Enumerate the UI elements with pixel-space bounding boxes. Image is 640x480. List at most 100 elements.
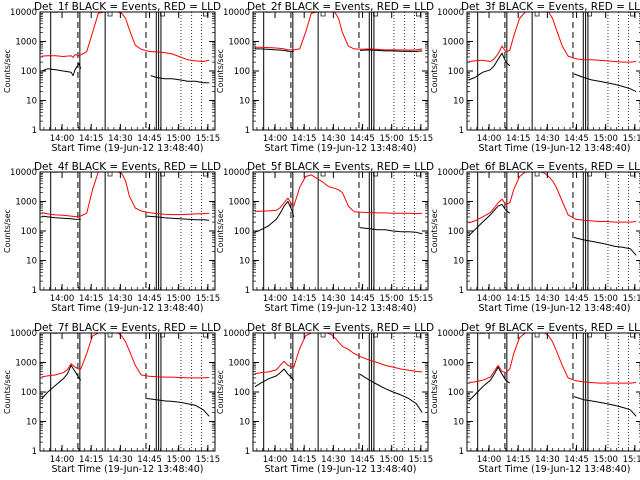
- series-line-black-events: [41, 215, 210, 221]
- y-tick-label: 1: [32, 126, 37, 136]
- y-tick-label: 100: [234, 67, 250, 77]
- x-tick-label: 14:45: [564, 134, 589, 144]
- x-tick-label: 15:00: [166, 294, 191, 304]
- x-tick-label: 15:00: [166, 134, 191, 144]
- panel-title: Det_3f BLACK = Events, RED = LLD: [461, 1, 640, 13]
- series-line-black-events: [468, 366, 637, 417]
- x-tick-label: 15:15: [196, 294, 221, 304]
- x-tick-label: 14:15: [79, 455, 104, 465]
- x-tick-label: 14:45: [350, 294, 375, 304]
- y-tick-label: 1: [245, 126, 250, 136]
- x-tick-label: 15:00: [593, 294, 618, 304]
- y-tick-label: 1: [32, 286, 37, 296]
- y-tick-label: 10: [239, 257, 250, 267]
- x-tick-label: 14:00: [50, 134, 75, 144]
- plot-frame: [39, 332, 216, 452]
- y-tick-label: 10: [26, 418, 37, 428]
- x-tick-label: 15:15: [409, 134, 434, 144]
- y-tick-label: 1000: [442, 38, 464, 48]
- x-tick-label: 14:45: [564, 455, 589, 465]
- y-tick-label: 100: [21, 227, 37, 237]
- series-line-red-lld: [254, 12, 423, 51]
- x-tick-label: 14:00: [263, 134, 288, 144]
- y-tick-label: 10000: [437, 168, 464, 178]
- x-axis-label: Start Time (19-Jun-12 13:48:40): [479, 464, 631, 475]
- x-tick-label: 14:15: [79, 294, 104, 304]
- x-tick-label: 15:00: [166, 455, 191, 465]
- panel-title: Det_5f BLACK = Events, RED = LLD: [247, 161, 434, 173]
- y-tick-label: 1000: [228, 38, 250, 48]
- x-tick-label: 14:00: [263, 455, 288, 465]
- x-tick-label: 15:00: [593, 134, 618, 144]
- y-tick-label: 1000: [442, 359, 464, 369]
- panel-det-6: 1 10 100 1000 10000 14:00 14:15 14:30 14:45 15:00…: [430, 161, 640, 314]
- x-tick-label: 14:30: [321, 294, 346, 304]
- x-tick-label: 14:00: [477, 455, 502, 465]
- y-tick-label: 10: [239, 418, 250, 428]
- x-tick-label: 15:15: [623, 294, 640, 304]
- x-axis-label: Start Time (19-Jun-12 13:48:40): [479, 303, 631, 314]
- x-axis-label: Start Time (19-Jun-12 13:48:40): [265, 464, 417, 475]
- panel-det-9: 1 10 100 1000 10000 14:00 14:15 14:30 14:45 15:00…: [430, 322, 640, 475]
- plot-frame: [252, 171, 429, 291]
- x-tick-label: 14:15: [292, 294, 317, 304]
- x-tick-label: 15:15: [409, 294, 434, 304]
- series-line-red-lld: [41, 333, 210, 379]
- y-tick-label: 10: [239, 97, 250, 107]
- x-tick-label: 15:15: [623, 455, 640, 465]
- series-line-black-events: [254, 48, 423, 52]
- x-tick-label: 15:00: [593, 455, 618, 465]
- panel-title: Det_1f BLACK = Events, RED = LLD: [34, 1, 221, 13]
- y-tick-label: 10000: [437, 8, 464, 18]
- x-tick-label: 14:15: [79, 134, 104, 144]
- series-line-black-events: [41, 364, 210, 417]
- y-axis-label: Counts/sec: [3, 49, 12, 93]
- y-tick-label: 10000: [223, 8, 250, 18]
- panel-det-8: 1 10 100 1000 10000 14:00 14:15 14:30 14:45 15:00…: [216, 322, 434, 475]
- plot-frame: [466, 332, 640, 452]
- y-tick-label: 100: [21, 67, 37, 77]
- y-tick-label: 10: [453, 97, 464, 107]
- x-tick-label: 14:30: [321, 134, 346, 144]
- y-axis-label: Counts/sec: [216, 209, 225, 253]
- y-tick-label: 10000: [437, 329, 464, 339]
- y-axis-label: Counts/sec: [216, 49, 225, 93]
- x-tick-label: 14:15: [506, 455, 531, 465]
- x-tick-label: 14:00: [477, 134, 502, 144]
- y-tick-label: 1000: [228, 198, 250, 208]
- plot-frame: [466, 11, 640, 131]
- y-tick-label: 10000: [223, 168, 250, 178]
- y-axis-label: Counts/sec: [216, 370, 225, 414]
- y-tick-label: 100: [21, 388, 37, 398]
- x-axis-label: Start Time (19-Jun-12 13:48:40): [52, 464, 204, 475]
- series-line-black-events: [468, 203, 637, 256]
- x-axis-label: Start Time (19-Jun-12 13:48:40): [52, 143, 204, 154]
- y-tick-label: 1000: [15, 359, 37, 369]
- x-tick-label: 14:15: [292, 455, 317, 465]
- x-tick-label: 15:15: [409, 455, 434, 465]
- plot-frame: [252, 11, 429, 131]
- x-tick-label: 15:00: [379, 455, 404, 465]
- panel-det-3: 1 10 100 1000 10000 14:00 14:15 14:30 14:45 15:00…: [430, 1, 640, 154]
- y-tick-label: 10: [453, 257, 464, 267]
- y-tick-label: 1: [245, 286, 250, 296]
- y-axis-label: Counts/sec: [3, 370, 12, 414]
- series-line-black-events: [254, 368, 423, 413]
- panel-title: Det_9f BLACK = Events, RED = LLD: [461, 322, 640, 334]
- x-axis-label: Start Time (19-Jun-12 13:48:40): [52, 303, 204, 314]
- x-tick-label: 14:15: [506, 134, 531, 144]
- y-tick-label: 1000: [442, 198, 464, 208]
- x-tick-label: 15:15: [196, 134, 221, 144]
- y-tick-label: 100: [448, 227, 464, 237]
- x-tick-label: 15:15: [196, 455, 221, 465]
- panel-det-5: 1 10 100 1000 10000 14:00 14:15 14:30 14:45 15:00…: [216, 161, 434, 314]
- x-tick-label: 14:30: [535, 294, 560, 304]
- panel-title: Det_4f BLACK = Events, RED = LLD: [34, 161, 221, 173]
- x-tick-label: 14:00: [263, 294, 288, 304]
- x-tick-label: 15:00: [379, 294, 404, 304]
- x-tick-label: 14:30: [108, 294, 133, 304]
- y-tick-label: 10000: [10, 168, 37, 178]
- x-tick-label: 14:30: [108, 455, 133, 465]
- y-tick-label: 1: [459, 286, 464, 296]
